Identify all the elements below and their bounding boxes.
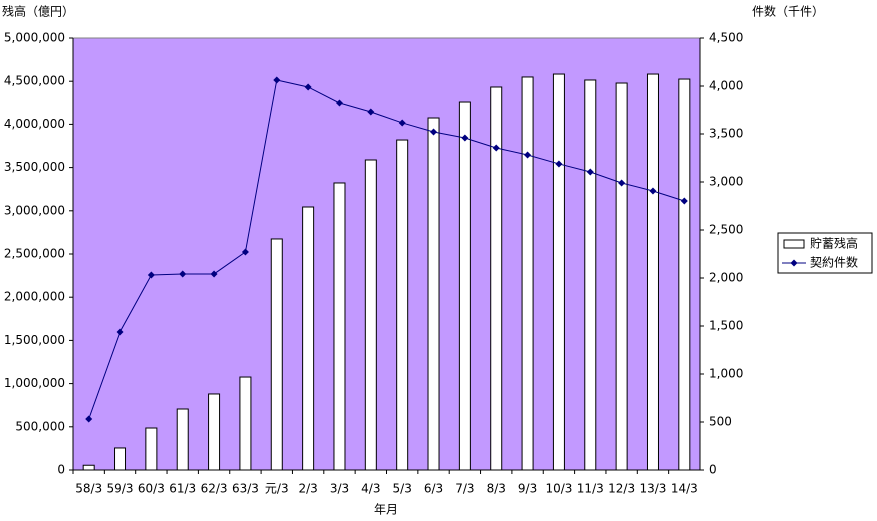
plot-area [72,37,701,471]
bar [302,206,315,471]
x-tick-label: 62/3 [201,482,228,496]
x-tick-label: 元/3 [265,482,289,496]
x-tick-label: 5/3 [393,482,412,496]
y-tick-label: 3,500,000 [4,160,65,174]
x-tick-label: 60/3 [138,482,165,496]
bar [114,447,127,471]
y-tick-label: 3,000,000 [4,203,65,217]
marker [586,168,594,176]
y-tick-label: 1,500,000 [4,333,65,347]
bar [82,464,95,471]
y-tick-label: 500,000 [15,419,65,433]
marker [367,108,375,116]
marker [273,76,281,84]
x-tick-label: 11/3 [577,482,604,496]
bar [333,182,346,471]
bar [615,82,628,471]
y-axis-label: 残高（億円） [2,4,74,19]
bar [458,101,471,471]
legend-swatch [783,239,805,249]
x-tick-label: 12/3 [608,482,635,496]
bar [239,376,252,471]
x-axis-label: 年月 [374,503,398,517]
x-tick-label: 61/3 [169,482,196,496]
marker [555,160,563,168]
y2-tick-label: 3,000 [709,175,743,189]
bar [678,78,691,471]
bar [145,427,158,471]
marker [85,415,93,423]
bar [552,73,565,471]
bar [208,393,221,471]
marker [116,328,124,336]
y2-tick-label: 1,000 [709,367,743,381]
x-tick-label: 6/3 [424,482,443,496]
marker [335,99,343,107]
y2-tick-label: 2,000 [709,271,743,285]
marker [680,197,688,205]
marker [618,179,626,187]
y-tick-label: 0 [57,463,65,477]
x-tick-label: 58/3 [75,482,102,496]
legend-swatch [790,259,798,267]
x-tick-label: 13/3 [639,482,666,496]
line [88,79,685,420]
marker [210,270,218,278]
y2-tick-label: 3,500 [709,127,743,141]
marker [147,271,155,279]
y-tick-label: 2,000,000 [4,290,65,304]
marker [461,134,469,142]
x-tick-label: 9/3 [518,482,537,496]
marker [398,119,406,127]
x-tick-label: 59/3 [107,482,134,496]
marker [492,144,500,152]
bar [490,86,503,471]
x-tick-label: 10/3 [545,482,572,496]
x-tick-label: 8/3 [487,482,506,496]
y-tick-label: 4,000,000 [4,117,65,131]
x-tick-label: 14/3 [671,482,698,496]
legend-label: 契約件数 [810,255,858,270]
bar [521,76,534,471]
marker [524,151,532,159]
bar [646,73,659,471]
y2-axis-label: 件数（千件） [752,4,824,19]
y2-tick-label: 1,500 [709,319,743,333]
y2-tick-label: 4,000 [709,79,743,93]
y2-tick-label: 500 [709,415,732,429]
marker [649,187,657,195]
y-tick-label: 5,000,000 [4,31,65,45]
x-tick-label: 2/3 [298,482,317,496]
x-tick-label: 7/3 [455,482,474,496]
marker [179,270,187,278]
marker [241,248,249,256]
bar [584,79,597,471]
y2-tick-label: 0 [709,463,717,477]
bar [427,117,440,471]
x-tick-label: 3/3 [330,482,349,496]
y2-tick-label: 2,500 [709,223,743,237]
bar [396,139,409,471]
legend-label: 貯蓄残高 [810,236,858,251]
bar [364,159,377,471]
bar [176,408,189,471]
marker [430,128,438,136]
y-tick-label: 2,500,000 [4,247,65,261]
marker [304,83,312,91]
x-tick-label: 63/3 [232,482,259,496]
x-tick-label: 4/3 [361,482,380,496]
y-tick-label: 4,500,000 [4,74,65,88]
y-tick-label: 1,000,000 [4,376,65,390]
bar [270,238,283,471]
y2-tick-label: 4,500 [709,31,743,45]
